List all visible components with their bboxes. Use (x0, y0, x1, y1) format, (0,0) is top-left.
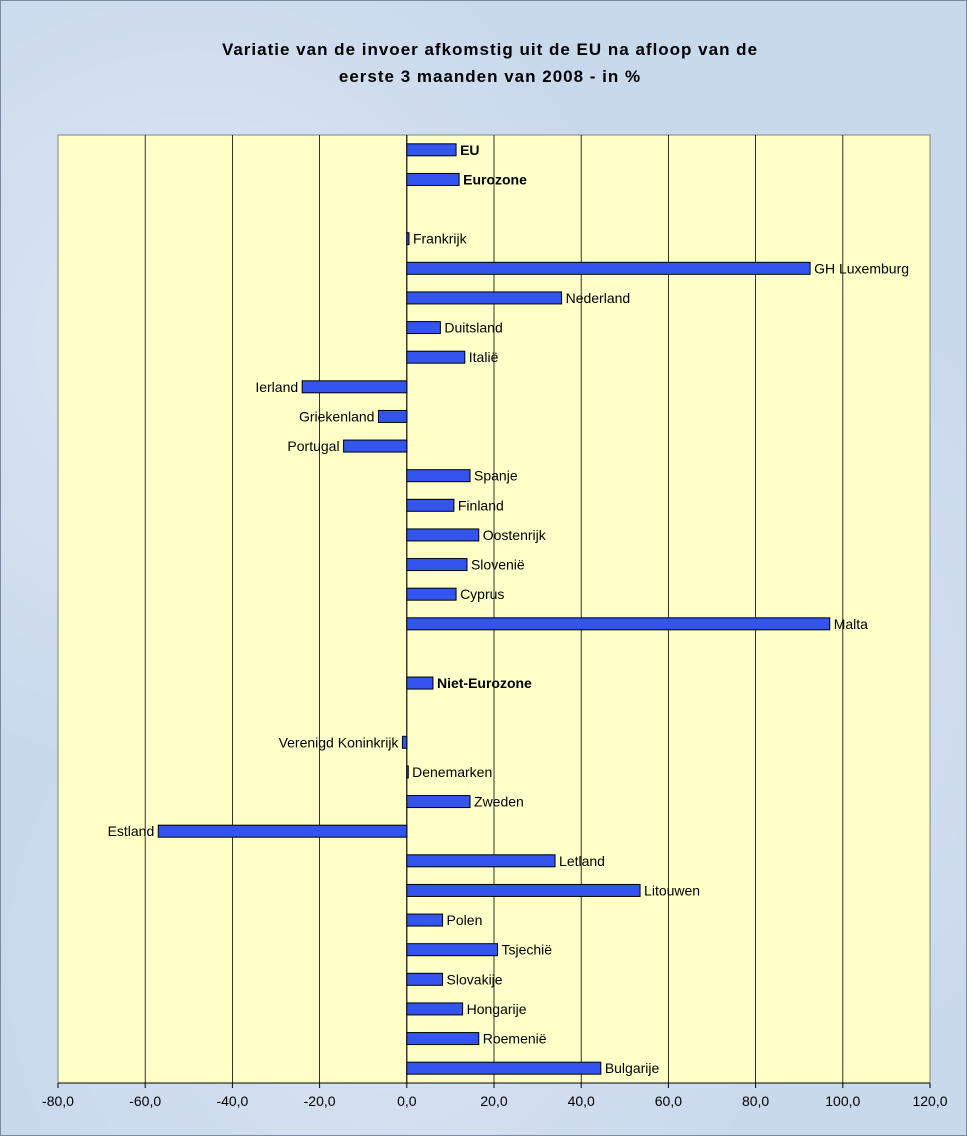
bar-label: Malta (834, 616, 868, 632)
chart-title: Variatie van de invoer afkomstig uit de … (60, 36, 920, 90)
bar-label: Denemarken (412, 764, 492, 780)
bar (406, 350, 466, 364)
bar (406, 469, 471, 483)
bar-label: Slovenië (471, 557, 525, 573)
chart-title-line-1: Variatie van de invoer afkomstig uit de … (221, 40, 759, 59)
x-tick-label: 0,0 (397, 1093, 417, 1109)
bar (406, 617, 831, 631)
bar-label: Tsjechië (501, 942, 552, 958)
bar (343, 439, 408, 453)
bar-label: Griekenland (299, 408, 375, 424)
bar-label: Portugal (287, 438, 339, 454)
chart-title-line-2: eerste 3 maanden van 2008 - in % (338, 67, 642, 86)
bar-label: Letland (559, 853, 605, 869)
bar-label: Bulgarije (605, 1060, 660, 1076)
bar (406, 587, 457, 601)
bar-label: Verenigd Koninkrijk (279, 734, 400, 750)
x-tick-label: -20,0 (304, 1093, 336, 1109)
bar (406, 795, 471, 809)
bar-label: Oostenrijk (483, 527, 547, 543)
bar-label: Polen (447, 912, 483, 928)
bar (406, 261, 811, 275)
bar-label: Roemenië (483, 1031, 547, 1047)
bar (406, 1061, 602, 1075)
bar-label: EU (460, 142, 479, 158)
x-tick-label: 120,0 (912, 1093, 947, 1109)
bar-label: Litouwen (644, 882, 700, 898)
bar (406, 498, 455, 512)
bar-label: Spanje (474, 468, 518, 484)
bar (406, 765, 409, 779)
bar (406, 676, 434, 690)
x-tick-label: 80,0 (742, 1093, 769, 1109)
x-tick-label: -40,0 (216, 1093, 248, 1109)
bar-label: Niet-Eurozone (437, 675, 532, 691)
bar-label: Slovakije (447, 971, 503, 987)
bar-label: Finland (458, 497, 504, 513)
x-tick-label: 100,0 (825, 1093, 860, 1109)
bar-label: Eurozone (463, 171, 527, 187)
bar-label: Ierland (255, 379, 298, 395)
bar (406, 972, 444, 986)
bar (406, 1032, 480, 1046)
bar-label: Italië (469, 349, 499, 365)
bar-label: GH Luxemburg (814, 260, 909, 276)
bar (301, 380, 408, 394)
bar-label: Nederland (566, 290, 631, 306)
bar-label: Cyprus (460, 586, 504, 602)
bar (401, 735, 408, 749)
bar (406, 143, 457, 157)
bar (406, 172, 460, 186)
bar-label: Zweden (474, 794, 524, 810)
bar (377, 409, 408, 423)
bar (406, 558, 468, 572)
x-tick-label: 40,0 (568, 1093, 595, 1109)
bar (406, 291, 563, 305)
bar (406, 232, 410, 246)
x-tick-label: 20,0 (480, 1093, 507, 1109)
bar (406, 943, 498, 957)
bar (406, 883, 641, 897)
bar (406, 528, 480, 542)
bar (157, 824, 408, 838)
bar (406, 854, 556, 868)
bar-label: Frankrijk (413, 231, 468, 247)
x-tick-label: 60,0 (655, 1093, 682, 1109)
bar-label: Estland (108, 823, 155, 839)
bar (406, 913, 444, 927)
bar-label: Duitsland (444, 320, 502, 336)
bar-label: Hongarije (467, 1001, 527, 1017)
bar (406, 1002, 464, 1016)
x-tick-label: -60,0 (129, 1093, 161, 1109)
x-tick-label: -80,0 (42, 1093, 74, 1109)
bar (406, 321, 441, 335)
